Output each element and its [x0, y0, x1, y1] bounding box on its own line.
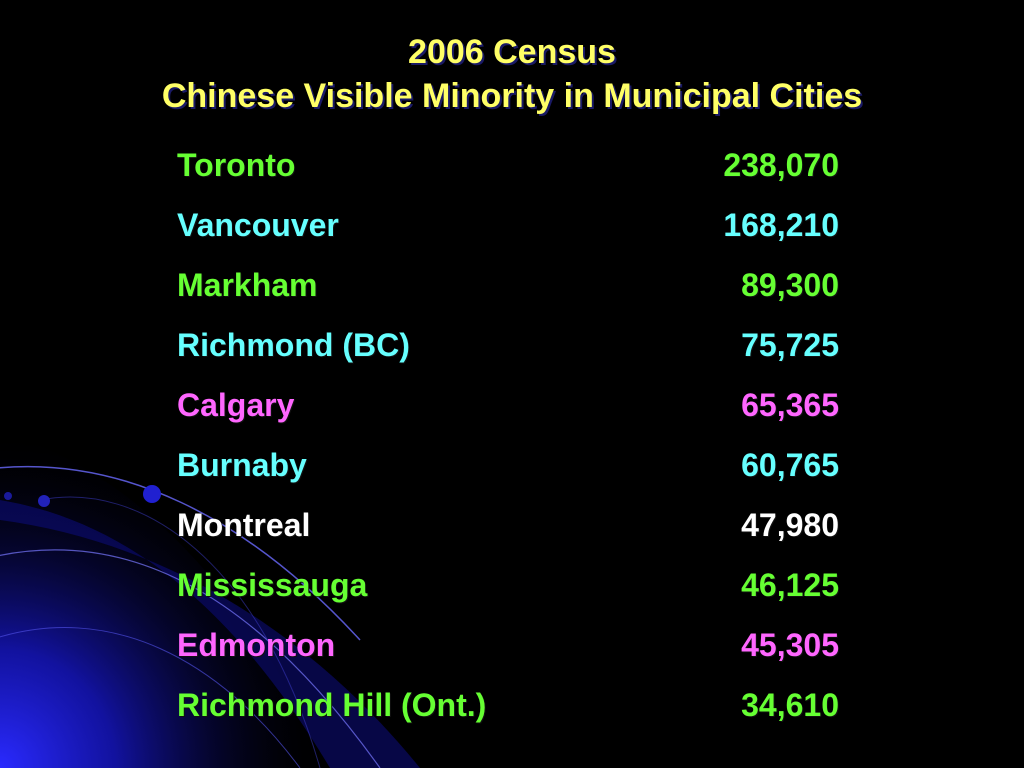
population-value: 34,610 — [741, 687, 839, 723]
population-value: 46,125 — [741, 567, 839, 603]
city-name: Burnaby — [177, 447, 307, 483]
title-line-1: 2006 Census — [408, 33, 616, 71]
table-row: Edmonton 45,305 — [177, 620, 839, 680]
city-name: Vancouver — [177, 207, 339, 243]
table-row: Mississauga 46,125 — [177, 560, 839, 620]
city-name: Mississauga — [177, 567, 368, 603]
city-name: Richmond Hill (Ont.) — [177, 687, 487, 723]
population-value: 60,765 — [741, 447, 839, 483]
decor-dot-small — [38, 495, 50, 507]
city-name: Toronto — [177, 147, 296, 183]
table-row: Vancouver 168,210 — [177, 200, 839, 260]
city-name: Montreal — [177, 507, 311, 543]
table-row: Burnaby 60,765 — [177, 440, 839, 500]
city-name: Richmond (BC) — [177, 327, 410, 363]
population-value: 65,365 — [741, 387, 839, 423]
decor-dot-large — [143, 485, 161, 503]
table-row: Calgary 65,365 — [177, 380, 839, 440]
census-table: Toronto 238,070 Vancouver 168,210 Markha… — [177, 140, 839, 740]
city-name: Calgary — [177, 387, 295, 423]
title-line-2: Chinese Visible Minority in Municipal Ci… — [161, 77, 863, 115]
table-row: Montreal 47,980 — [177, 500, 839, 560]
population-value: 75,725 — [741, 327, 839, 363]
population-value: 47,980 — [741, 507, 839, 543]
population-value: 168,210 — [723, 207, 839, 243]
table-row: Richmond Hill (Ont.) 34,610 — [177, 680, 839, 740]
population-value: 238,070 — [723, 147, 839, 183]
table-row: Richmond (BC) 75,725 — [177, 320, 839, 380]
decor-dot-tiny — [4, 492, 12, 500]
table-row: Toronto 238,070 — [177, 140, 839, 200]
slide-title: 2006 Census Chinese Visible Minority in … — [0, 30, 1024, 118]
table-row: Markham 89,300 — [177, 260, 839, 320]
population-value: 89,300 — [741, 267, 839, 303]
city-name: Markham — [177, 267, 318, 303]
population-value: 45,305 — [741, 627, 839, 663]
city-name: Edmonton — [177, 627, 336, 663]
